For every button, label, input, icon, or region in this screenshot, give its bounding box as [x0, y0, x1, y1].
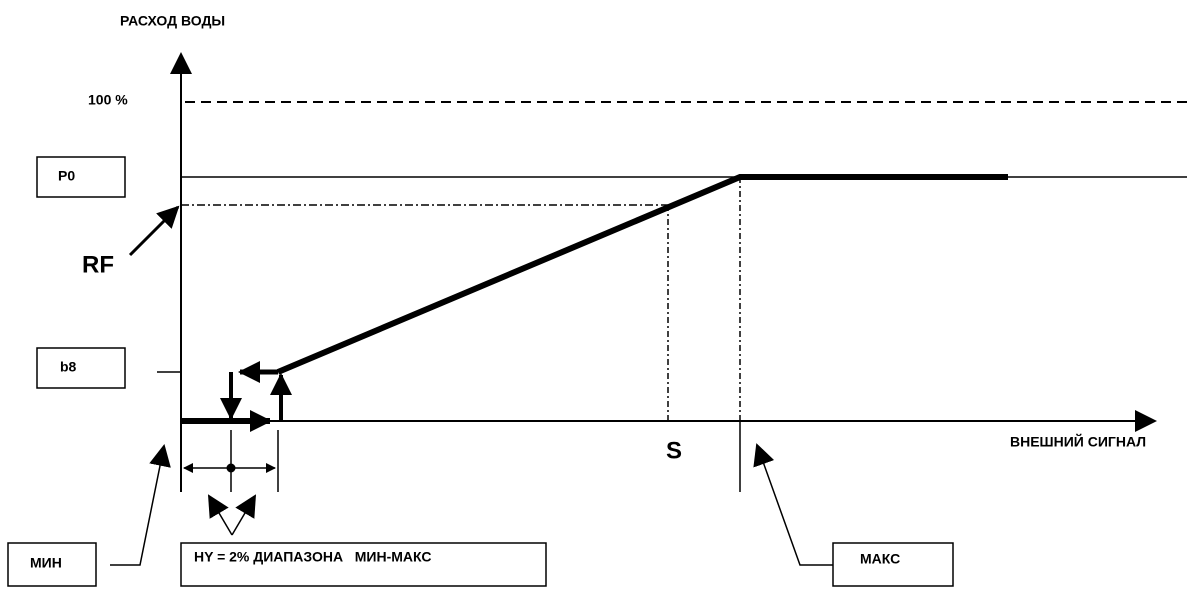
s-label: S — [666, 437, 682, 464]
max-pointer — [753, 443, 833, 566]
min-label: МИН — [30, 555, 62, 571]
y-axis-label: РАСХОД ВОДЫ — [120, 13, 225, 29]
rf-arrow — [128, 205, 180, 257]
full-label: 100 % — [88, 92, 128, 108]
hy-pointer — [207, 494, 233, 536]
curve — [276, 174, 1008, 375]
max-box — [832, 542, 954, 587]
lines — [7, 52, 1187, 587]
hy-box — [180, 542, 547, 587]
dim-dot — [226, 463, 236, 473]
min-pointer — [110, 444, 171, 566]
x-axis-label: ВНЕШНИЙ СИГНАЛ — [1010, 433, 1146, 450]
rf-label: RF — [82, 251, 114, 278]
b8-label: b8 — [60, 359, 77, 375]
hy-label: HY = 2% ДИАПАЗОНА МИН-МАКС — [194, 549, 432, 565]
p0-label: P0 — [58, 168, 75, 184]
b8-box — [36, 347, 126, 389]
p0-box — [36, 156, 126, 198]
min-box — [7, 542, 97, 587]
max-label: МАКС — [860, 551, 900, 567]
hy-pointer — [231, 494, 257, 536]
